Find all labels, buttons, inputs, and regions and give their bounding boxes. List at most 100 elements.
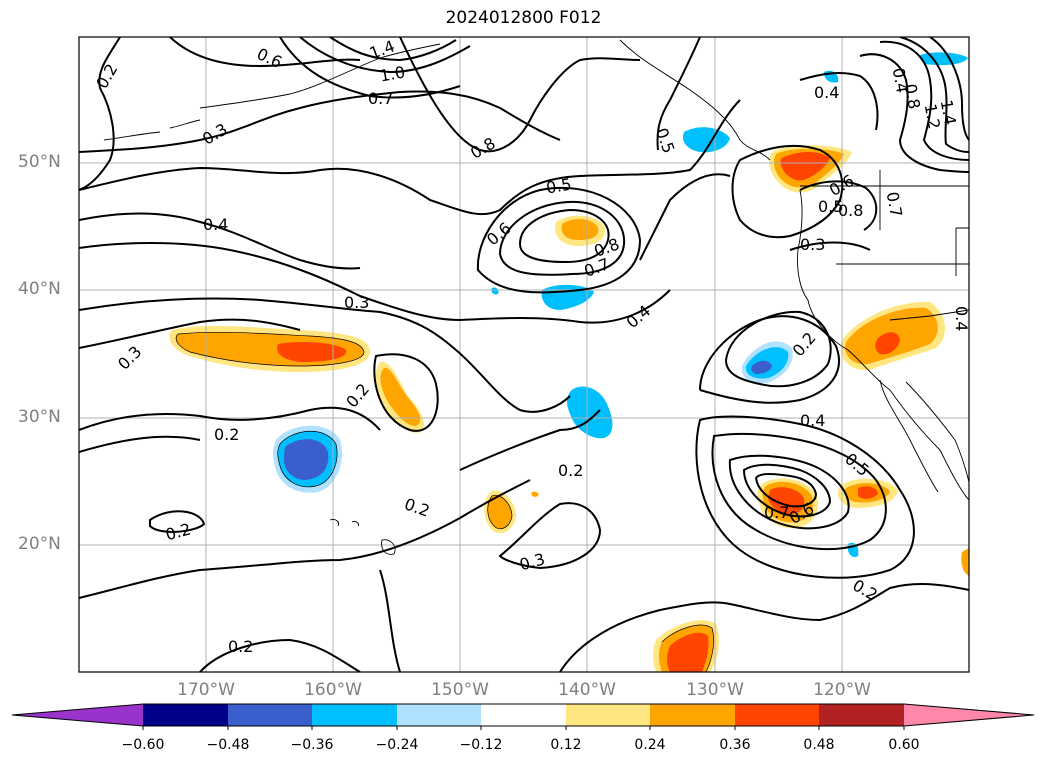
contour-label: 0.3: [114, 342, 145, 373]
shade-positive-tropics-core: [667, 632, 709, 672]
colorbar-tick-label: 0.48: [803, 737, 835, 753]
contour-label: 0.8: [467, 133, 499, 162]
contour-06-east-ring: [728, 454, 850, 530]
contour-north-east-4: [929, 37, 969, 141]
contour-label: 0.8: [838, 201, 863, 220]
contour-10-north: [299, 37, 471, 74]
lon-label-140w: 140°W: [558, 680, 616, 700]
border-us-mexico: [889, 309, 969, 321]
colorbar-tick-label: −0.24: [375, 737, 419, 753]
contour-02-east-ring: [724, 310, 832, 388]
plot-frame: [78, 36, 970, 673]
colorbar-segment: [228, 704, 312, 726]
filled-anomalies: [169, 52, 969, 672]
shade-positive-small-edge: [961, 548, 969, 576]
contour-label: 0.2: [789, 328, 820, 360]
contour-label: 1.4: [937, 98, 960, 126]
colorbar-segment: [819, 704, 904, 726]
contour-02-southtropics: [379, 569, 401, 672]
contour-north-east-1: [859, 53, 969, 173]
contour-label: 0.8: [901, 82, 924, 110]
border-canada-us: [800, 170, 969, 276]
contour-label: 0.7: [582, 254, 612, 281]
colorbar-extend-low: [12, 704, 143, 726]
contour-04-east-ring: [711, 432, 887, 551]
contour-04-mid: [79, 242, 671, 324]
shade-negative-east-core: [751, 360, 772, 374]
contour-ring-06: [476, 186, 642, 294]
contour-label: 0.2: [92, 60, 121, 92]
colorbar-tick-label: −0.12: [459, 737, 503, 753]
colorbar-segment: [566, 704, 650, 726]
colorbar-extend-high: [904, 704, 1034, 726]
coast-alaska-gulf: [619, 39, 771, 161]
colorbar-tick-label: 0.36: [719, 737, 751, 753]
colorbar: [11, 703, 1035, 730]
contour-06-north: [169, 37, 361, 68]
colorbar-segment: [650, 704, 735, 726]
contour-02-tropics: [199, 638, 361, 672]
contour-label: 0.2: [558, 461, 583, 480]
shade-positive-california-core: [875, 332, 900, 355]
lon-label-170w: 170°W: [177, 680, 235, 700]
contour-04-west: [79, 212, 361, 270]
contour-label: 0.2: [228, 637, 253, 656]
lat-label-20n: 20°N: [18, 534, 61, 554]
shade-negative-west-core: [284, 439, 329, 480]
contour-label: 0.7: [368, 89, 393, 108]
contour-label: 0.6: [254, 44, 285, 72]
shade-negative-central: [567, 386, 613, 439]
contour-03-south: [498, 502, 602, 570]
colorbar-ticks: [142, 726, 905, 730]
coastlines: [103, 39, 969, 555]
shade-positive-west-core: [277, 342, 347, 362]
contour-ring-07: [498, 200, 626, 276]
graticule: [79, 37, 969, 672]
outline-negative-west: [277, 430, 338, 488]
shade-positive-central-core: [487, 495, 512, 529]
contour-02-southmid: [459, 409, 601, 471]
contour-label: 0.4: [952, 306, 971, 331]
map-title: 2024012800 F012: [445, 8, 602, 28]
contour-ring-08: [518, 208, 610, 264]
shade-negative-tiny: [491, 287, 499, 295]
colorbar-tick-label: −0.36: [290, 737, 334, 753]
contour-02-northwest: [79, 37, 121, 191]
shade-positive-south-core: [380, 367, 421, 426]
contour-label: 0.4: [203, 215, 228, 234]
lon-label-160w: 160°W: [304, 680, 362, 700]
contour-07-east-ring: [742, 463, 832, 518]
colorbar-segment: [397, 704, 481, 726]
shade-positive-north-core: [561, 219, 599, 240]
contour-05-east-ring: [695, 415, 915, 579]
contour-label: 1.2: [921, 102, 944, 130]
contour-north-east-3: [899, 37, 969, 153]
coast-gulf-california: [905, 381, 969, 483]
colorbar-segment: [735, 704, 819, 726]
contour-04-central-east: [639, 173, 731, 261]
colorbar-tick-label: −0.48: [206, 737, 250, 753]
contour-03-north: [79, 90, 561, 153]
contour-05-coast: [731, 144, 844, 239]
contour-03-east: [79, 318, 301, 349]
contour-05-nw-east: [656, 37, 701, 151]
contour-07-north: [279, 37, 461, 99]
lon-label-150w: 150°W: [431, 680, 489, 700]
shade-negative-gulf: [682, 127, 730, 153]
contour-north-east-2: [879, 40, 969, 161]
contour-label: 0.2: [402, 494, 432, 521]
lat-label-30n: 30°N: [18, 407, 61, 427]
contour-label: 0.3: [517, 549, 547, 574]
contour-label: 0.3: [800, 235, 825, 254]
contour-label: 0.5: [545, 174, 573, 197]
contour-label: 0.2: [163, 519, 193, 544]
shade-positive-tiny: [531, 491, 539, 497]
coast-pacific-northwest: [797, 189, 969, 501]
colorbar-tick-label: 0.12: [550, 737, 582, 753]
shade-outlines: [175, 331, 714, 672]
contour-label: 0.5: [652, 125, 679, 155]
coast-aleutians: [103, 119, 201, 141]
contour-02-southwest: [79, 435, 201, 453]
contour-label: 0.5: [818, 197, 843, 216]
contour-label: 0.4: [814, 83, 839, 102]
